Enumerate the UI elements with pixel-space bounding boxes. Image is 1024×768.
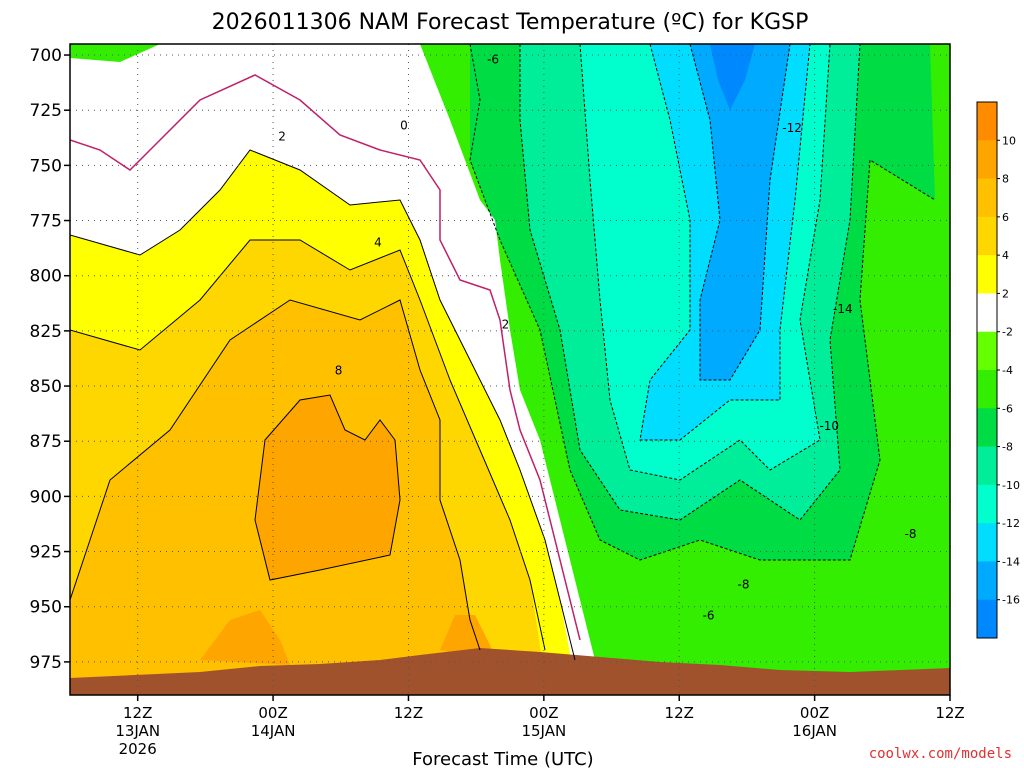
x-tick-label: 14JAN xyxy=(251,722,296,740)
colorbar-swatch xyxy=(977,331,997,371)
contour-label: -6 xyxy=(703,609,715,623)
contour-label: 2 xyxy=(502,317,510,331)
plot-area xyxy=(70,44,950,695)
y-tick-label: 825 xyxy=(30,322,62,342)
y-tick-label: 775 xyxy=(30,212,62,232)
contour-8 xyxy=(254,394,401,581)
contour-label: -6 xyxy=(487,52,499,66)
contour-4 xyxy=(70,239,546,651)
contour-0 xyxy=(70,74,581,641)
x-tick-label: 12Z xyxy=(123,704,152,722)
colorbar-label: -16 xyxy=(1002,594,1020,607)
contour-minus-14 xyxy=(689,44,791,381)
y-tick-label: 725 xyxy=(30,101,62,121)
y-tick-label: 850 xyxy=(30,377,62,397)
x-tick-label: 12Z xyxy=(935,704,964,722)
colorbar-swatch xyxy=(977,446,997,486)
colorbar-swatch xyxy=(977,523,997,562)
band-minus-16 xyxy=(690,44,790,380)
temperature-fill xyxy=(70,44,950,695)
contour-label: -12 xyxy=(782,121,802,135)
colorbar-swatch xyxy=(977,561,997,601)
contour-label: -14 xyxy=(833,302,853,316)
x-tick-label: 00Z xyxy=(800,704,829,722)
x-tick-label: 00Z xyxy=(529,704,558,722)
contour-label: 8 xyxy=(335,364,343,378)
band-minus-18 xyxy=(710,44,755,110)
colorbar-label: -14 xyxy=(1002,555,1020,568)
colorbar-label: -12 xyxy=(1002,517,1020,530)
colorbar-swatch xyxy=(977,255,997,294)
x-axis-label: Forecast Time (UTC) xyxy=(412,749,593,768)
grid-lines xyxy=(70,44,950,695)
colorbar: 10 8 6 4 2 -2 -4 -6 -8 -10 -12 -14 -16 xyxy=(976,101,1020,639)
colorbar-label: 4 xyxy=(1002,249,1009,262)
contour-minus-8 xyxy=(519,44,861,521)
colorbar-label: -6 xyxy=(1002,402,1013,415)
x-tick-label: 16JAN xyxy=(792,722,837,740)
colorbar-label: 8 xyxy=(1002,173,1009,186)
y-tick-label: 925 xyxy=(30,543,62,563)
x-tick-label: 00Z xyxy=(258,704,287,722)
colorbar-swatch xyxy=(977,140,997,180)
contour-minus-6 xyxy=(469,44,936,561)
ground xyxy=(70,648,950,695)
y-tick-label: 700 xyxy=(30,46,62,66)
contour-6 xyxy=(70,299,481,651)
colorbar-swatch xyxy=(977,484,997,524)
colorbar-swatch xyxy=(977,178,997,218)
colorbar-swatch xyxy=(977,370,997,409)
contour-lines xyxy=(70,44,936,661)
contour-label: -8 xyxy=(905,527,917,541)
y-tick-label: 800 xyxy=(30,267,62,287)
colorbar-label: -4 xyxy=(1002,364,1013,377)
chart-title: 2026011306 NAM Forecast Temperature (ºC)… xyxy=(212,10,809,35)
contour-label: -10 xyxy=(819,419,839,433)
x-tick-label: 12Z xyxy=(394,704,423,722)
x-tick-label: 2026 xyxy=(119,740,157,758)
colorbar-label: -2 xyxy=(1002,326,1013,339)
contour-2 xyxy=(70,149,576,661)
contour-label: 0 xyxy=(400,119,408,133)
colorbar-swatch xyxy=(977,216,997,256)
colorbar-label: -8 xyxy=(1002,441,1013,454)
colorbar-swatch xyxy=(977,408,997,448)
x-tick-label: 12Z xyxy=(665,704,694,722)
x-tick-label: 15JAN xyxy=(521,722,566,740)
y-axis: 700 725 750 775 800 825 850 875 900 925 950 975 xyxy=(30,46,70,673)
plot-frame xyxy=(69,43,951,696)
y-tick-label: 900 xyxy=(30,487,62,507)
colorbar-swatch xyxy=(977,102,997,141)
band-plus-8 xyxy=(255,395,400,580)
band-plus-8b xyxy=(200,610,290,665)
credit-text: coolwx.com/models xyxy=(869,746,1012,762)
y-tick-label: 950 xyxy=(30,598,62,618)
contour-label: -8 xyxy=(738,578,750,592)
colorbar-swatch xyxy=(977,599,997,639)
colorbar-label: 2 xyxy=(1002,287,1009,300)
contour-label: 4 xyxy=(374,236,382,250)
x-tick-label: 13JAN xyxy=(115,722,160,740)
y-tick-label: 750 xyxy=(30,156,62,176)
colorbar-swatch xyxy=(977,293,997,333)
colorbar-label: 6 xyxy=(1002,211,1009,224)
contour-label: 2 xyxy=(278,130,286,144)
contour-minus-12 xyxy=(639,44,811,441)
y-tick-label: 875 xyxy=(30,432,62,452)
colorbar-label: 10 xyxy=(1002,134,1016,147)
contour-labels: -6 -12 0 2 4 2 -14 8 -10 -8 -8 -6 xyxy=(278,52,916,622)
y-tick-label: 975 xyxy=(30,653,62,673)
contour-minus-10 xyxy=(579,44,831,481)
colorbar-label: -10 xyxy=(1002,479,1020,492)
